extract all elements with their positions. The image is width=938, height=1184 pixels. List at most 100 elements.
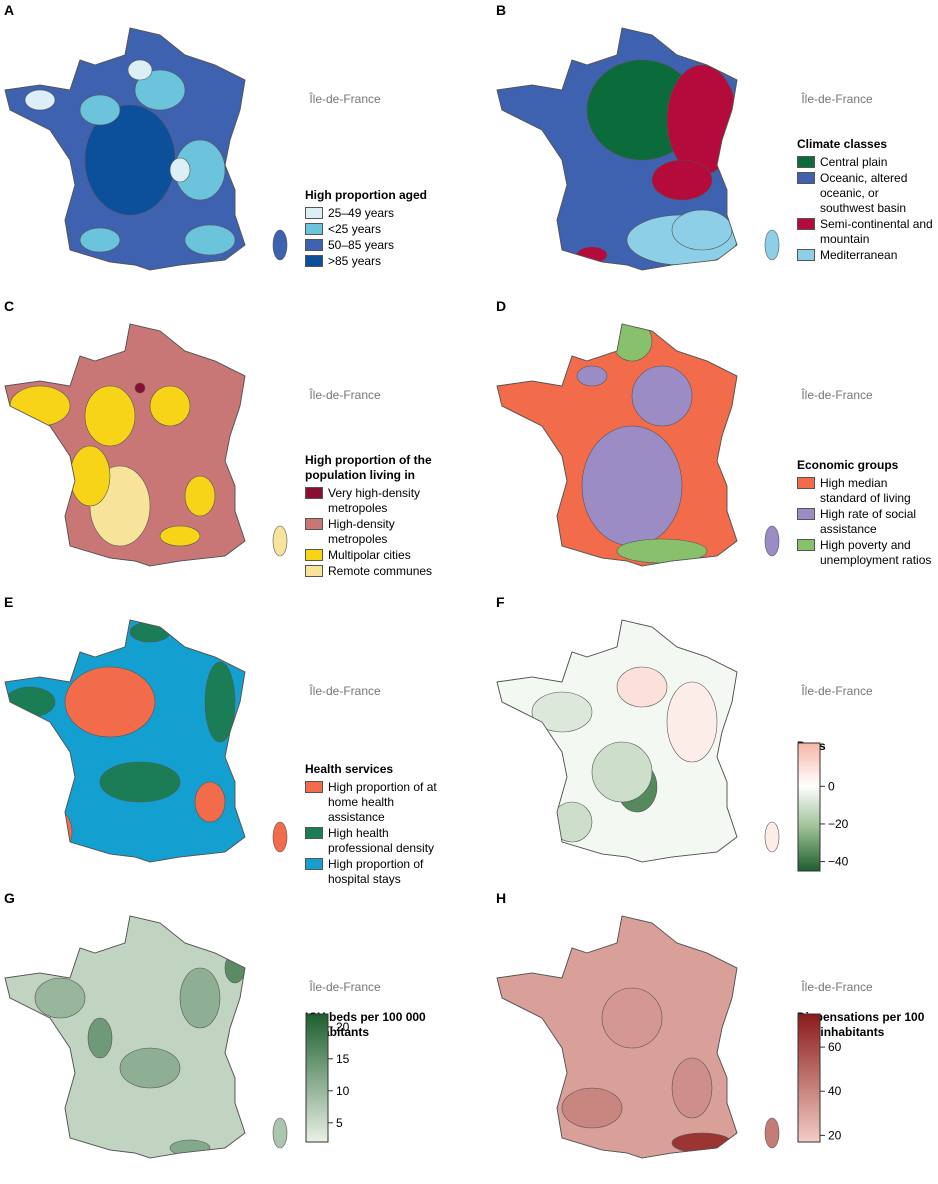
colorbar-tick-label: 10 <box>336 1084 350 1098</box>
region <box>671 209 733 251</box>
corsica <box>272 821 288 853</box>
region <box>616 666 668 708</box>
legend-title: High proportion aged <box>305 188 427 202</box>
region <box>561 1087 623 1129</box>
legend-label: High-density metropoles <box>328 517 395 546</box>
france-outline <box>496 619 738 863</box>
legend-item: High poverty and unemployment ratios <box>797 538 935 568</box>
region <box>64 666 156 738</box>
legend-item: Multipolar cities <box>305 548 443 563</box>
legend-swatch <box>305 549 323 561</box>
legend-item: Semi-continental and mountain <box>797 217 935 247</box>
regions <box>24 59 236 256</box>
corsica <box>272 1117 288 1149</box>
panel-letter: H <box>496 890 507 906</box>
colorbar-tick-label: 5 <box>336 1116 343 1130</box>
map <box>4 323 288 567</box>
legend-item: 50–85 years <box>305 238 443 253</box>
corsica <box>764 821 780 853</box>
colorbar: 20 40 60 <box>797 1013 842 1143</box>
legend-title: Health services <box>305 762 394 776</box>
regions <box>561 987 733 1154</box>
panel-letter: E <box>4 594 14 610</box>
france-outline <box>4 915 246 1159</box>
map <box>4 27 288 271</box>
colorbar-tick-label: 60 <box>828 1040 842 1054</box>
legend-title: Economic groups <box>797 458 899 472</box>
legend-label: <25 years <box>328 222 382 236</box>
colorbar: 5 10 15 20 <box>305 1013 350 1143</box>
legend-item: Very high-density metropoles <box>305 486 443 516</box>
region <box>134 69 186 111</box>
inset-label: Île-de-France <box>801 388 873 402</box>
region <box>666 681 718 763</box>
legend-swatch <box>305 781 323 793</box>
region <box>5 686 56 718</box>
colorbar-tick-label: 20 <box>336 1020 350 1034</box>
corsica <box>764 1117 780 1149</box>
legend-label: High rate of social assistance <box>820 507 917 536</box>
region <box>576 246 608 264</box>
panel: A Île-de-France High proportion aged 25–49 … <box>0 0 469 296</box>
colorbar-bar <box>797 1013 821 1143</box>
inset-label: Île-de-France <box>309 684 381 698</box>
legend-swatch <box>797 477 815 489</box>
colorbar-tick-label: −40 <box>828 855 849 869</box>
legend-item: <25 years <box>305 222 443 237</box>
region <box>666 64 737 176</box>
legend-label: Multipolar cities <box>328 548 411 562</box>
legend-item: Mediterranean <box>797 248 935 263</box>
legend-swatch <box>797 539 815 551</box>
legend: Health services High proportion of at hom… <box>305 762 443 888</box>
legend-label: High poverty and unemployment ratios <box>820 538 932 567</box>
legend: High proportion of the population living… <box>305 453 443 580</box>
panel-letter: G <box>4 890 15 906</box>
legend-swatch <box>305 487 323 499</box>
legend-swatch <box>305 223 323 235</box>
panel: D Île-de-France Economic groups High median… <box>492 296 938 592</box>
regions <box>9 382 216 547</box>
legend-title: Climate classes <box>797 137 888 151</box>
panel: E Île-de-France Health services High propor… <box>0 592 469 888</box>
panel-letter: C <box>4 298 15 314</box>
region <box>79 227 121 253</box>
panel-letter: D <box>496 298 507 314</box>
region <box>671 1057 713 1119</box>
legend-swatch <box>797 156 815 168</box>
regions <box>5 621 236 853</box>
legend-item: High proportion of at home health assist… <box>305 780 443 825</box>
region <box>149 385 191 427</box>
legend-item: Remote communes <box>305 564 443 579</box>
legend-title: High proportion of the population living… <box>305 453 432 482</box>
panel-letter: B <box>496 2 507 18</box>
colorbar-tick-label: 0 <box>828 779 835 793</box>
map <box>496 323 780 567</box>
legend-swatch <box>797 249 815 261</box>
region <box>194 781 226 823</box>
region <box>581 425 683 547</box>
legend-swatch <box>305 239 323 251</box>
region <box>69 445 111 507</box>
colorbar-tick-label: 15 <box>336 1052 350 1066</box>
legend-label: High proportion of at home health assist… <box>328 780 437 824</box>
legend: Economic groups High median standard of l… <box>797 458 935 569</box>
france-outline <box>496 323 738 567</box>
region <box>179 967 221 1029</box>
region <box>34 977 86 1019</box>
map <box>4 619 288 863</box>
france-outline <box>496 27 738 271</box>
france-outline <box>4 619 246 863</box>
region <box>611 324 653 362</box>
region <box>184 224 236 256</box>
regions <box>576 324 708 564</box>
region <box>204 661 236 743</box>
legend-label: Remote communes <box>328 564 433 578</box>
region <box>79 94 121 126</box>
legend-label: Central plain <box>820 155 888 169</box>
legend-swatch <box>797 172 815 184</box>
legend: Dispensations per 100 000 inhabitants 20 4… <box>797 1010 935 1143</box>
map <box>496 27 780 271</box>
inset-label: Île-de-France <box>309 388 381 402</box>
